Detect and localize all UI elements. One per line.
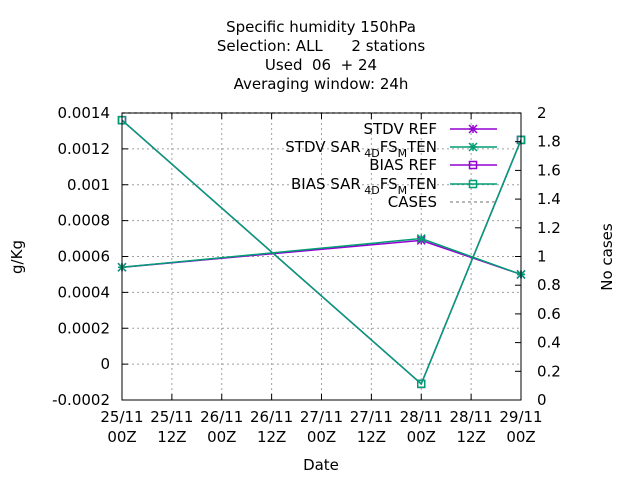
x-tick-label-date: 25/11 <box>150 408 193 426</box>
y2-axis-ticks: 0 0.2 0.4 0.6 0.8 1 1.2 1.4 1.6 1.8 2 <box>515 104 561 409</box>
x-tick-label-hour: 00Z <box>407 428 436 446</box>
y-tick-label: -0.0002 <box>52 391 110 409</box>
y-axis-label: g/Kg <box>8 240 26 274</box>
x-tick-label-date: 27/11 <box>350 408 393 426</box>
y2-tick-label: 2 <box>537 104 547 122</box>
legend-marker <box>468 160 478 170</box>
series-point-1 <box>416 234 426 244</box>
y-tick-label: 0.0012 <box>58 140 111 158</box>
x-tick-label-date: 25/11 <box>100 408 143 426</box>
legend-marker <box>468 179 478 189</box>
y2-tick-label: 0.2 <box>537 362 561 380</box>
y-tick-label: 0.0004 <box>58 283 111 301</box>
y2-tick-label: 0.8 <box>537 276 561 294</box>
y-tick-label: 0.0008 <box>58 212 111 230</box>
y-tick-label: 0.0006 <box>58 248 111 266</box>
x-tick-label-hour: 00Z <box>207 428 236 446</box>
title-line: Used 06 + 24 <box>265 56 377 74</box>
y2-tick-label: 1.8 <box>537 133 561 151</box>
x-tick-label-hour: 00Z <box>307 428 336 446</box>
x-axis-ticks: 25/11 00Z 25/11 12Z 26/11 00Z 26/11 12Z 27/11 00Z… <box>100 113 543 446</box>
x-tick-label-date: 26/11 <box>250 408 293 426</box>
x-tick-label-date: 29/11 <box>499 408 542 426</box>
legend-label: BIAS REF <box>369 156 437 174</box>
y2-tick-label: 1.4 <box>537 190 561 208</box>
x-tick-label-date: 26/11 <box>200 408 243 426</box>
legend-marker <box>468 124 478 134</box>
y-tick-label: 0.0014 <box>58 104 111 122</box>
legend-label: STDV SAR 4DFSMTEN <box>285 138 437 160</box>
grid <box>122 113 521 400</box>
x-tick-label-hour: 00Z <box>506 428 535 446</box>
y2-tick-label: 1 <box>537 248 547 266</box>
title-line: Specific humidity 150hPa <box>226 18 416 36</box>
y2-tick-label: 1.2 <box>537 219 561 237</box>
y2-tick-label: 0.6 <box>537 305 561 323</box>
legend-label: STDV REF <box>363 120 437 138</box>
series-line-3 <box>121 119 522 386</box>
legend-label: BIAS SAR 4DFSMTEN <box>291 175 437 197</box>
plot-frame <box>121 112 522 401</box>
x-tick-label-hour: 12Z <box>456 428 485 446</box>
x-tick-label-hour: 12Z <box>157 428 186 446</box>
y2-axis-label: No cases <box>598 223 616 291</box>
legend-label: CASES <box>388 193 437 211</box>
x-tick-label-date: 27/11 <box>300 408 343 426</box>
y-axis-ticks: -0.0002 0 0.0002 0.0004 0.0006 0.0008 0.001 0.0… <box>52 104 128 409</box>
x-tick-label-hour: 12Z <box>357 428 386 446</box>
y2-tick-label: 1.6 <box>537 161 561 179</box>
x-tick-label-date: 28/11 <box>400 408 443 426</box>
x-tick-label-hour: 00Z <box>107 428 136 446</box>
x-tick-label-date: 28/11 <box>450 408 493 426</box>
x-axis-label: Date <box>303 456 339 474</box>
y2-tick-label: 0.4 <box>537 334 561 352</box>
title-line: Averaging window: 24h <box>234 75 409 93</box>
x-tick-label-hour: 12Z <box>257 428 286 446</box>
y-tick-label: 0.001 <box>67 176 110 194</box>
y-tick-label: 0 <box>100 355 110 373</box>
legend-marker <box>468 142 478 152</box>
y-tick-label: 0.0002 <box>58 319 111 337</box>
series-point-3 <box>417 379 426 389</box>
title-line: Selection: ALL 2 stations <box>217 37 425 55</box>
y2-tick-label: 0 <box>537 391 547 409</box>
